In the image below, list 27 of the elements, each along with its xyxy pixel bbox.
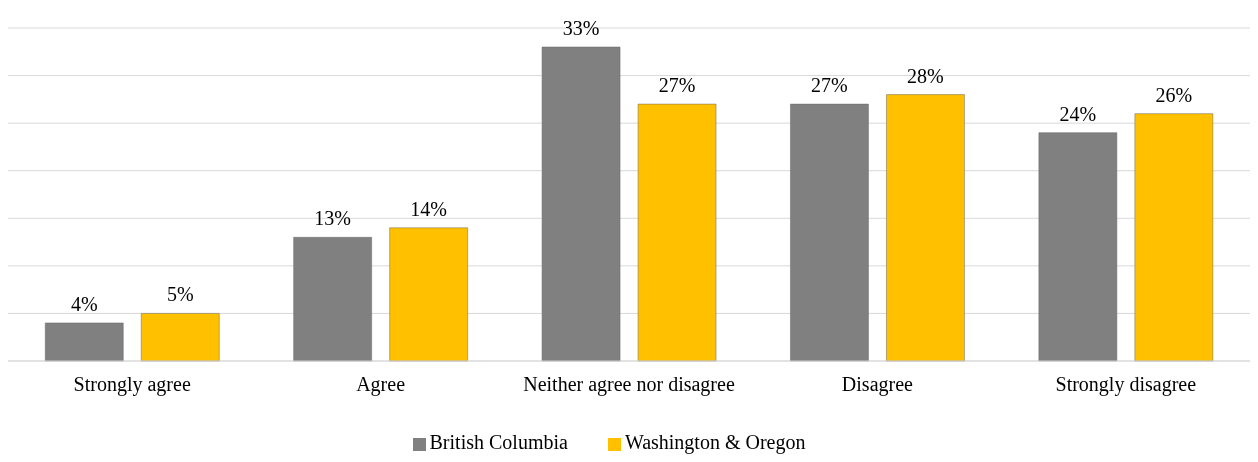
x-tick-label: Neither agree nor disagree xyxy=(523,373,735,397)
bar xyxy=(141,313,220,362)
legend-label: Washington & Oregon xyxy=(624,431,806,453)
data-label: 26% xyxy=(1155,83,1193,106)
data-label: 28% xyxy=(907,64,944,87)
x-tick-label: Strongly disagree xyxy=(1055,373,1197,397)
bar xyxy=(790,103,869,362)
x-tick-label: Agree xyxy=(356,373,406,397)
data-label: 13% xyxy=(314,207,351,230)
bar xyxy=(45,322,124,362)
data-label: 27% xyxy=(658,74,696,97)
x-tick-label: Strongly agree xyxy=(73,373,191,397)
data-label: 4% xyxy=(70,292,98,315)
bar xyxy=(1134,113,1214,362)
bar xyxy=(1038,132,1118,362)
bar xyxy=(886,94,965,362)
data-label: 24% xyxy=(1059,102,1097,125)
data-label: 14% xyxy=(410,197,447,220)
bar xyxy=(541,46,621,362)
bar xyxy=(637,103,717,362)
bar xyxy=(293,237,372,362)
data-label: 27% xyxy=(811,74,848,97)
bar xyxy=(389,227,468,362)
data-label: 33% xyxy=(562,17,600,40)
x-tick-label: Disagree xyxy=(841,373,914,397)
legend-label: British Columbia xyxy=(429,431,568,453)
data-label: 5% xyxy=(166,283,194,306)
